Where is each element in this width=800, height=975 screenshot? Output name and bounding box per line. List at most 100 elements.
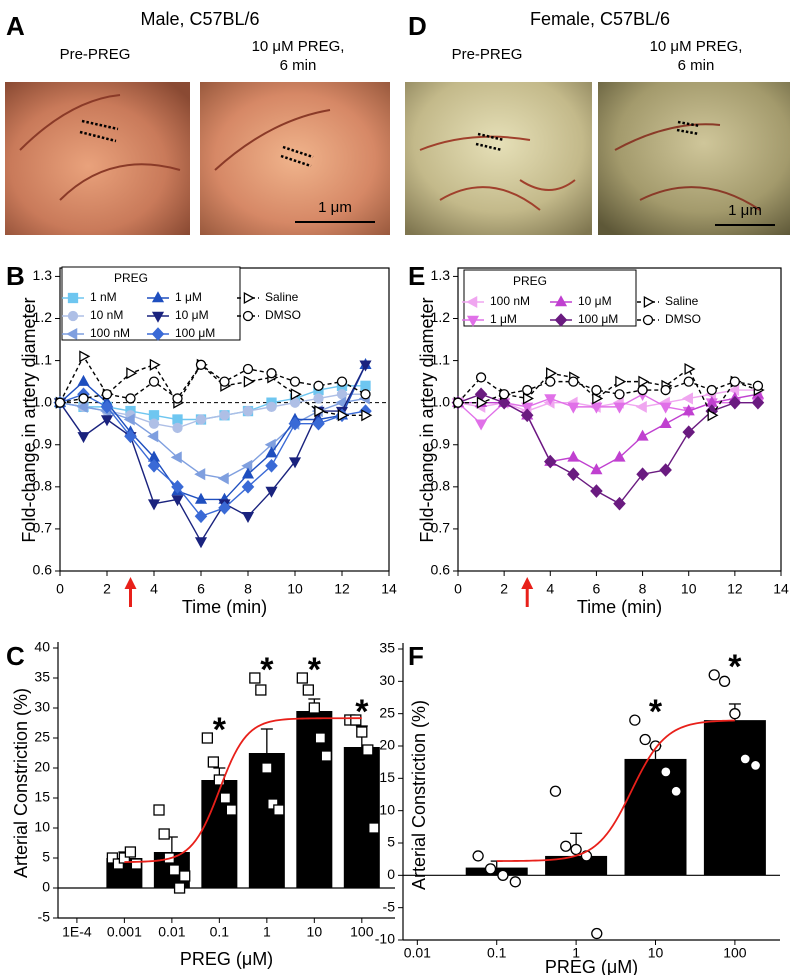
y-tick-label: 1.2: [33, 309, 53, 325]
y-tick-label: 0.8: [33, 478, 53, 494]
panel-letter: D: [408, 11, 427, 41]
y-axis-title: Fold-change in artery diameter: [19, 297, 39, 542]
marker: [194, 468, 206, 481]
fit-curve: [496, 719, 735, 862]
marker: [273, 804, 285, 816]
marker: [77, 432, 90, 444]
y-tick-label: 0: [42, 879, 50, 895]
marker: [359, 360, 372, 372]
marker: [302, 684, 314, 696]
marker-line: [282, 145, 314, 159]
bar: [545, 855, 608, 876]
marker: [729, 708, 741, 720]
bar: [624, 758, 687, 876]
x-tick-label: 0: [56, 581, 64, 597]
bar: [248, 753, 285, 888]
x-tick-label: 10: [287, 581, 303, 597]
marker: [67, 292, 79, 304]
significance-star: *: [308, 651, 322, 689]
marker: [554, 295, 568, 307]
treatment-arrowhead: [521, 577, 534, 589]
marker: [313, 380, 324, 391]
marker: [739, 753, 751, 765]
marker: [207, 756, 220, 768]
marker: [243, 375, 255, 388]
marker: [509, 876, 521, 888]
y-tick-label: 0.9: [33, 435, 53, 451]
marker: [546, 367, 558, 380]
marker: [249, 672, 261, 684]
legend-label: Saline: [665, 294, 699, 308]
marker: [241, 480, 255, 494]
x-axis-title: PREG (μM): [545, 957, 638, 975]
y-tick-label: 30: [379, 672, 395, 688]
x-tick-label: 12: [334, 581, 350, 597]
marker: [148, 376, 160, 387]
caption: 6 min: [678, 57, 715, 74]
y-tick-label: 0.6: [33, 562, 53, 578]
bar: [703, 720, 766, 876]
marker: [590, 484, 603, 498]
marker: [356, 726, 368, 738]
marker: [67, 310, 79, 322]
legend-title: PREG: [114, 271, 148, 285]
marker: [522, 384, 533, 396]
marker: [475, 419, 488, 431]
marker: [265, 486, 278, 498]
bar: [296, 711, 333, 888]
marker: [484, 863, 497, 875]
panel-title: Female, C57BL/6: [530, 9, 670, 29]
y-tick-label: 1.3: [33, 267, 53, 283]
marker: [545, 376, 556, 387]
marker: [350, 714, 362, 726]
marker: [118, 852, 131, 864]
x-axis-title: PREG (μM): [180, 949, 273, 969]
marker: [219, 410, 230, 421]
marker: [337, 409, 349, 422]
x-tick-label: 6: [197, 581, 205, 597]
legend-box: [61, 266, 241, 341]
y-tick-label: 1.0: [33, 393, 53, 409]
x-tick-label: 1: [572, 945, 580, 961]
vessel: [19, 94, 181, 201]
scale-label: 1 μm: [728, 202, 762, 219]
marker: [591, 927, 603, 940]
legend-label: Saline: [265, 290, 299, 304]
x-tick-label: 2: [500, 581, 508, 597]
legend-label: 10 μM: [578, 294, 612, 308]
marker: [289, 397, 301, 408]
marker: [126, 367, 138, 380]
significance-star: *: [213, 711, 227, 749]
marker: [218, 501, 231, 515]
x-tick-label: 0.01: [404, 945, 431, 961]
marker: [125, 393, 136, 404]
caption: Pre-PREG: [452, 46, 523, 63]
significance-star: *: [260, 651, 274, 689]
marker: [613, 402, 626, 414]
marker: [360, 380, 371, 391]
marker: [684, 362, 696, 376]
legend-label: DMSO: [265, 308, 301, 322]
marker: [452, 397, 464, 408]
marker: [267, 798, 279, 810]
x-tick-label: 10: [648, 945, 664, 961]
y-tick-label: 15: [34, 789, 50, 805]
marker: [241, 512, 255, 524]
x-tick-label: 100: [723, 945, 747, 961]
marker: [289, 376, 301, 387]
marker: [314, 405, 326, 418]
x-tick-label: 8: [244, 581, 252, 597]
marker: [336, 376, 348, 387]
marker: [729, 376, 741, 387]
marker: [614, 389, 625, 400]
marker: [151, 327, 165, 341]
x-tick-label: 0.001: [107, 924, 142, 940]
marker: [242, 363, 254, 375]
y-axis-title: Arterial Constriction (%): [11, 688, 31, 878]
x-tick-label: 6: [593, 581, 601, 597]
y-tick-label: 35: [34, 669, 50, 685]
marker: [591, 384, 602, 396]
marker: [151, 291, 165, 303]
marker: [217, 472, 229, 485]
marker: [147, 458, 161, 473]
